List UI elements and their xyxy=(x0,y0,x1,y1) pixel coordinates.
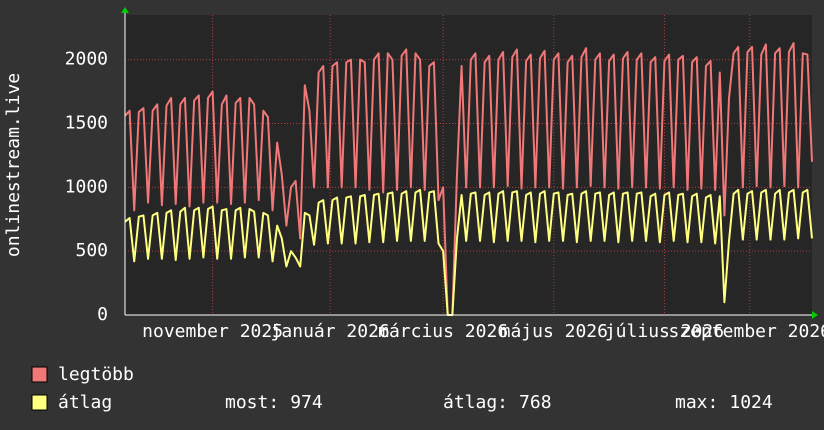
x-tick-label: március 2026 xyxy=(378,321,508,342)
x-tick-label: május 2026 xyxy=(500,321,608,342)
legend: legtöbb átlag most: 974 átlag: 768 max: 1024 xyxy=(31,364,773,413)
series-line xyxy=(124,42,813,316)
stat-value: 974 xyxy=(290,392,323,413)
stat-label: most: xyxy=(225,392,279,413)
y-arrow xyxy=(121,7,129,13)
legend-swatch xyxy=(31,394,48,411)
x-tick-label: január 2026 xyxy=(271,321,390,342)
lines xyxy=(124,42,813,316)
legend-label: legtöbb xyxy=(58,364,134,385)
legend-swatch xyxy=(31,366,48,383)
series-line xyxy=(124,188,813,316)
y-tick-label: 2000 xyxy=(65,49,108,70)
y-axis-label: onlinestream.live xyxy=(3,73,24,257)
stat-label: átlag: xyxy=(443,392,508,413)
stat-value: 1024 xyxy=(729,392,772,413)
y-tick-label: 500 xyxy=(75,240,108,261)
x-tick-label: szeptember 2026 xyxy=(668,321,824,342)
y-tick-label: 0 xyxy=(97,304,108,325)
stat-label: max: xyxy=(675,392,718,413)
x-tick-label: november 2025 xyxy=(142,321,283,342)
legend-label: átlag xyxy=(58,392,112,413)
stat-value: 768 xyxy=(519,392,552,413)
y-tick-label: 1500 xyxy=(65,113,108,134)
x-tick-label: július 2026 xyxy=(605,321,724,342)
plot-area xyxy=(125,15,812,315)
y-tick-label: 1000 xyxy=(65,176,108,197)
x-arrow xyxy=(812,311,818,319)
